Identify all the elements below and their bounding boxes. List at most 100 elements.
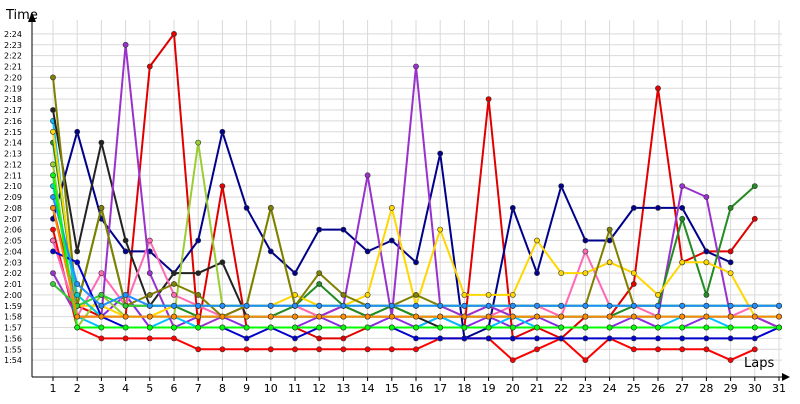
data-point	[534, 346, 540, 353]
data-point	[727, 335, 734, 342]
data-point	[74, 259, 81, 266]
y-tick-label: 2:09	[4, 193, 22, 202]
data-point	[413, 259, 419, 266]
data-point	[630, 324, 637, 331]
y-tick-label: 2:20	[4, 73, 22, 82]
x-tick-label: 22	[554, 382, 568, 395]
x-tick-label: 25	[627, 382, 641, 395]
data-point	[461, 291, 468, 298]
data-point	[219, 313, 226, 320]
data-point	[558, 183, 565, 189]
axis-layer: Time Laps	[5, 8, 790, 381]
data-point	[122, 313, 129, 320]
data-point	[146, 335, 153, 342]
series-line	[52, 229, 756, 362]
data-point	[679, 335, 686, 342]
x-tick-label: 1	[50, 382, 57, 395]
data-point	[437, 324, 444, 331]
data-point	[751, 302, 758, 309]
data-point	[727, 259, 734, 266]
data-point	[388, 204, 395, 211]
data-point	[437, 335, 444, 342]
x-tick-label: 6	[171, 382, 178, 395]
y-tick-label: 2:05	[4, 237, 22, 246]
data-point	[630, 270, 637, 276]
x-tick-label: 14	[361, 382, 375, 395]
x-tick-label: 8	[219, 382, 226, 395]
x-tick-label: 23	[578, 382, 592, 395]
y-tick-label: 2:17	[4, 106, 22, 115]
data-point	[98, 139, 105, 146]
x-tick-label: 28	[699, 382, 713, 395]
data-point	[679, 313, 686, 320]
data-point	[751, 215, 758, 222]
y-tick-label: 2:24	[4, 30, 22, 39]
y-tick-label: 2:04	[4, 247, 22, 256]
x-tick-label: 2	[74, 382, 81, 395]
data-point	[195, 237, 202, 244]
data-point	[50, 172, 56, 179]
data-point	[509, 313, 516, 320]
data-point	[243, 324, 250, 331]
data-point	[655, 335, 661, 342]
x-tick-label: 30	[748, 382, 762, 395]
data-point	[219, 346, 226, 353]
data-point	[558, 302, 565, 309]
data-point	[146, 324, 153, 331]
data-point	[219, 259, 226, 266]
y-tick-label: 2:21	[4, 63, 22, 72]
data-point	[364, 346, 371, 353]
data-point	[630, 346, 637, 353]
data-point	[679, 183, 686, 189]
data-point	[219, 302, 226, 309]
data-point	[388, 346, 395, 353]
data-point	[413, 335, 419, 342]
data-point	[171, 31, 177, 37]
data-point	[727, 270, 734, 276]
data-point	[98, 313, 105, 320]
data-point	[74, 313, 81, 320]
data-point	[316, 281, 323, 287]
data-point	[606, 226, 613, 233]
data-point	[606, 313, 613, 320]
data-point	[534, 270, 540, 276]
data-point	[437, 302, 444, 309]
y-tick-label: 1:56	[4, 334, 22, 343]
data-point	[461, 302, 468, 309]
y-tick-label: 2:01	[4, 280, 22, 289]
data-point	[630, 204, 637, 211]
data-point	[388, 313, 395, 320]
data-point	[171, 270, 177, 276]
tick-layer: 1:54 1:55 1:561:57 1:58 1:59 2:00 2:01 2:02 2:03…	[4, 30, 786, 395]
x-tick-label: 16	[409, 382, 423, 395]
data-point	[751, 324, 758, 331]
data-point	[364, 248, 371, 255]
x-tick-label: 27	[675, 382, 689, 395]
x-axis-arrow	[782, 373, 790, 381]
data-point	[267, 204, 274, 211]
data-point	[727, 313, 734, 320]
y-axis-arrow	[28, 12, 36, 22]
data-point	[703, 335, 710, 342]
data-point	[340, 346, 347, 353]
data-point	[74, 291, 81, 298]
data-point	[50, 74, 56, 81]
y-tick-label: 2:11	[4, 171, 22, 180]
data-point	[146, 63, 153, 70]
y-tick-label: 1:57	[4, 324, 22, 333]
data-point	[751, 183, 758, 189]
data-point	[267, 302, 274, 309]
data-point	[267, 313, 274, 320]
data-point	[292, 270, 298, 276]
x-tick-label: 18	[457, 382, 471, 395]
x-axis-title: Laps	[744, 356, 774, 371]
data-point	[146, 237, 153, 244]
x-tick-label: 15	[385, 382, 399, 395]
data-point	[703, 259, 710, 266]
x-tick-label: 12	[312, 382, 326, 395]
data-point	[413, 302, 419, 309]
data-point	[267, 324, 274, 331]
data-point	[171, 281, 177, 287]
data-point	[267, 346, 274, 353]
x-tick-label: 24	[603, 382, 617, 395]
